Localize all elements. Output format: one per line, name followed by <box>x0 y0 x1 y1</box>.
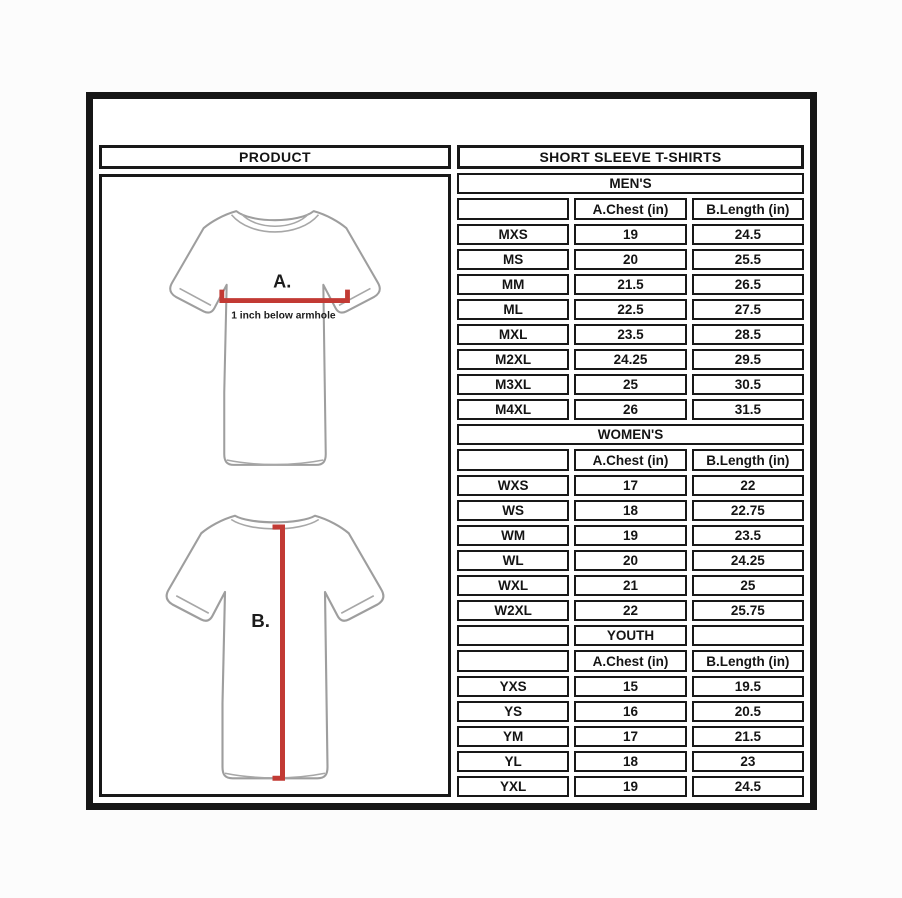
size-cell: M4XL <box>457 399 570 420</box>
chest-cell: 23.5 <box>574 324 687 345</box>
tshirt-back-illustration: B. <box>165 514 385 781</box>
length-cell: 25.5 <box>691 249 804 270</box>
size-cell: YS <box>457 701 570 722</box>
length-cell: 21.5 <box>691 726 804 747</box>
corner-cell <box>457 198 570 220</box>
size-cell: WXS <box>457 475 570 496</box>
product-diagrams: A. 1 inch below armhole B. <box>99 174 451 797</box>
chest-cell: 22.5 <box>574 299 687 320</box>
chest-cell: 25 <box>574 374 687 395</box>
size-cell: MS <box>457 249 570 270</box>
chest-cell: 24.25 <box>574 349 687 370</box>
right-cuff-line <box>340 595 375 614</box>
chest-column-header: A.Chest (in) <box>574 650 687 672</box>
product-panel-header: PRODUCT <box>99 145 451 169</box>
length-cell: 28.5 <box>691 324 804 345</box>
chest-cell: 18 <box>574 751 687 772</box>
tshirt-back-outline <box>165 514 385 780</box>
size-cell: ML <box>457 299 570 320</box>
length-cell: 31.5 <box>691 399 804 420</box>
left-cuff-line <box>175 595 210 614</box>
length-cell: 30.5 <box>691 374 804 395</box>
chest-cell: 26 <box>574 399 687 420</box>
product-panel-title: PRODUCT <box>238 149 312 165</box>
left-cuff-line <box>179 287 212 307</box>
length-cell: 24.5 <box>691 224 804 245</box>
length-column-header: B.Length (in) <box>691 449 804 471</box>
chest-cell: 19 <box>574 224 687 245</box>
length-cell: 26.5 <box>691 274 804 295</box>
length-cell: 19.5 <box>691 676 804 697</box>
chest-cell: 19 <box>574 525 687 546</box>
tshirt-front-illustration: A. 1 inch below armhole <box>169 210 381 466</box>
chest-cell: 21 <box>574 575 687 596</box>
size-cell: WM <box>457 525 570 546</box>
size-cell: M2XL <box>457 349 570 370</box>
chest-cell: 16 <box>574 701 687 722</box>
chest-cell: 21.5 <box>574 274 687 295</box>
product-panel: PRODUCT A. 1 inch below armhole <box>99 145 451 797</box>
length-cell: 24.5 <box>691 776 804 797</box>
chest-cell: 22 <box>574 600 687 621</box>
size-cell: WXL <box>457 575 570 596</box>
chest-cell: 19 <box>574 776 687 797</box>
length-cell: 25 <box>691 575 804 596</box>
length-cell: 25.75 <box>691 600 804 621</box>
length-column-header: B.Length (in) <box>691 650 804 672</box>
length-column-header: B.Length (in) <box>691 198 804 220</box>
size-cell: M3XL <box>457 374 570 395</box>
measure-a-caption: 1 inch below armhole <box>231 311 336 322</box>
back-shirt-diagram: B. <box>150 497 400 794</box>
length-cell: 23.5 <box>691 525 804 546</box>
corner-cell <box>457 449 570 471</box>
size-cell: YM <box>457 726 570 747</box>
section-header-youth: YOUTH <box>574 625 687 646</box>
size-cell: W2XL <box>457 600 570 621</box>
chest-cell: 15 <box>574 676 687 697</box>
size-cell: YL <box>457 751 570 772</box>
section-header-womens: WOMEN'S <box>457 424 804 445</box>
chest-cell: 18 <box>574 500 687 521</box>
size-cell: WL <box>457 550 570 571</box>
length-cell: 29.5 <box>691 349 804 370</box>
size-chart-card: PRODUCT A. 1 inch below armhole <box>86 92 817 810</box>
section-header-mens: MEN'S <box>457 173 804 194</box>
length-cell: 24.25 <box>691 550 804 571</box>
length-cell: 22 <box>691 475 804 496</box>
measure-a-label: A. <box>273 271 291 291</box>
size-chart-table: SHORT SLEEVE T-SHIRTS MEN'S A.Chest (in)… <box>457 145 804 797</box>
corner-cell <box>457 650 570 672</box>
card-content: PRODUCT A. 1 inch below armhole <box>93 99 810 803</box>
collar-inner-line <box>240 213 310 228</box>
length-cell: 20.5 <box>691 701 804 722</box>
length-cell: 23 <box>691 751 804 772</box>
hem-line <box>226 459 324 466</box>
measure-b-label: B. <box>251 610 270 631</box>
front-shirt-diagram: A. 1 inch below armhole <box>154 193 396 483</box>
chest-cell: 17 <box>574 475 687 496</box>
chart-title: SHORT SLEEVE T-SHIRTS <box>457 145 804 169</box>
chest-measure-line <box>219 289 350 303</box>
length-cell: 27.5 <box>691 299 804 320</box>
size-cell: WS <box>457 500 570 521</box>
size-cell: YXS <box>457 676 570 697</box>
size-cell: MXL <box>457 324 570 345</box>
tshirt-front-outline <box>169 210 381 466</box>
spacer-cell <box>691 625 804 646</box>
length-measure-line <box>272 524 285 781</box>
length-cell: 22.75 <box>691 500 804 521</box>
chest-cell: 20 <box>574 550 687 571</box>
spacer-cell <box>457 625 570 646</box>
size-cell: MM <box>457 274 570 295</box>
collar-band-line <box>230 214 320 233</box>
chest-column-header: A.Chest (in) <box>574 198 687 220</box>
chest-cell: 17 <box>574 726 687 747</box>
size-cell: MXS <box>457 224 570 245</box>
size-cell: YXL <box>457 776 570 797</box>
chest-cell: 20 <box>574 249 687 270</box>
chest-column-header: A.Chest (in) <box>574 449 687 471</box>
